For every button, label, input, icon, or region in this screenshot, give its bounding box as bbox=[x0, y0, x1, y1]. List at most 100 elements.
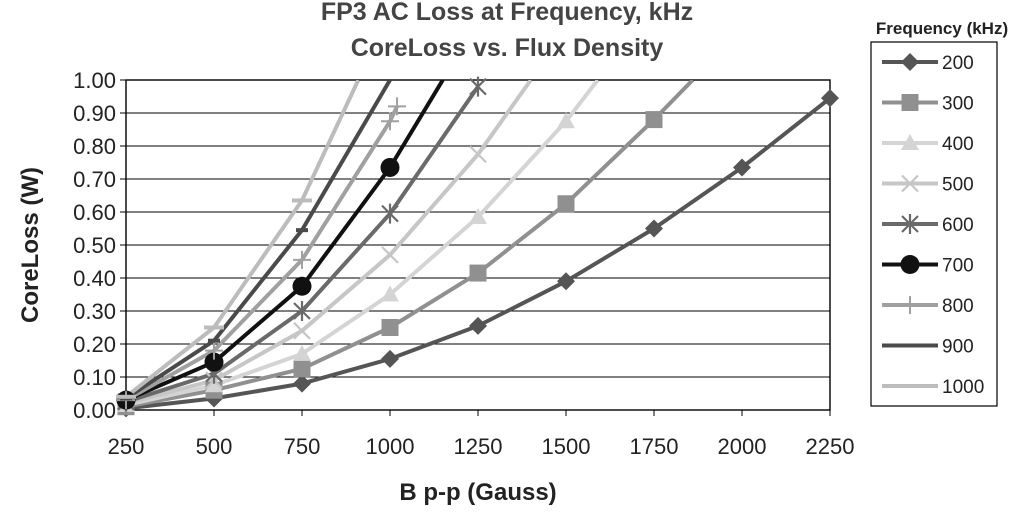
data-point-800 bbox=[293, 250, 311, 269]
x-tick-label: 250 bbox=[108, 434, 145, 459]
square-marker bbox=[293, 360, 311, 378]
circle-marker bbox=[380, 157, 400, 177]
triangle-marker bbox=[901, 134, 919, 150]
legend-item-1000: 1000 bbox=[882, 377, 984, 398]
data-point-600 bbox=[469, 76, 487, 97]
data-point-500 bbox=[469, 145, 487, 164]
triangle-marker bbox=[381, 285, 399, 302]
x-marker bbox=[469, 145, 487, 164]
data-point-1000 bbox=[116, 394, 136, 399]
diamond-marker bbox=[381, 349, 399, 368]
data-point-300 bbox=[645, 111, 663, 129]
data-point-400 bbox=[381, 285, 399, 302]
dash-marker bbox=[296, 228, 308, 233]
legend-item-800: 800 bbox=[882, 296, 974, 317]
legend-label: 300 bbox=[942, 94, 974, 115]
data-point-600 bbox=[293, 301, 311, 321]
data-point-300 bbox=[469, 264, 487, 282]
legend-swatch-marker bbox=[901, 214, 919, 234]
diamond-marker bbox=[901, 53, 919, 71]
x-marker bbox=[901, 174, 919, 193]
series-line-500 bbox=[126, 80, 533, 406]
legend-label: 600 bbox=[942, 215, 974, 236]
data-point-200 bbox=[469, 316, 487, 335]
legend-swatch-marker bbox=[904, 343, 916, 348]
plus-marker bbox=[205, 341, 223, 360]
x-tick-label: 1000 bbox=[366, 434, 415, 459]
x-tick-label: 500 bbox=[196, 434, 233, 459]
data-point-800 bbox=[381, 112, 399, 131]
y-tick-label: 0.10 bbox=[73, 365, 116, 390]
legend-label: 800 bbox=[942, 296, 974, 317]
plus-marker bbox=[381, 112, 399, 131]
x-axis-title: B p-p (Gauss) bbox=[399, 479, 556, 506]
chart-title: FP3 AC Loss at Frequency, kHz bbox=[321, 0, 693, 26]
star-marker bbox=[293, 301, 311, 321]
y-tick-label: 0.90 bbox=[73, 101, 116, 126]
legend-label: 700 bbox=[942, 256, 974, 277]
data-point-500 bbox=[381, 246, 399, 264]
data-point-400 bbox=[205, 376, 223, 393]
x-tick-label: 1250 bbox=[454, 434, 503, 459]
hline-marker bbox=[204, 325, 224, 330]
data-point-200 bbox=[293, 374, 311, 393]
y-tick-label: 1.00 bbox=[73, 68, 116, 93]
legend-title: Frequency (kHz) bbox=[876, 19, 1008, 38]
circle-marker bbox=[292, 276, 312, 296]
x-tick-label: 1500 bbox=[542, 434, 591, 459]
diamond-marker bbox=[293, 374, 311, 393]
legend-swatch-marker bbox=[901, 296, 919, 314]
square-marker bbox=[557, 195, 575, 213]
legend-label: 400 bbox=[942, 134, 974, 155]
legend-label: 500 bbox=[942, 175, 974, 196]
hline-marker bbox=[900, 384, 920, 388]
dash-marker bbox=[904, 343, 916, 348]
diamond-marker bbox=[821, 89, 839, 108]
hline-marker bbox=[116, 394, 136, 399]
x-tick-label: 2250 bbox=[806, 434, 855, 459]
data-point-300 bbox=[557, 195, 575, 213]
series-line-300 bbox=[126, 80, 695, 409]
y-tick-label: 0.30 bbox=[73, 299, 116, 324]
x-marker bbox=[293, 322, 311, 340]
legend-swatch-marker bbox=[901, 174, 919, 193]
x-tick-label: 2000 bbox=[718, 434, 767, 459]
data-point-900 bbox=[296, 228, 308, 233]
data-point-200 bbox=[821, 89, 839, 108]
x-marker bbox=[381, 246, 399, 264]
legend-label: 900 bbox=[942, 337, 974, 358]
data-point-900 bbox=[208, 338, 220, 343]
legend-item-700: 700 bbox=[882, 255, 974, 277]
data-point-200 bbox=[733, 158, 751, 177]
legend-label: 1000 bbox=[942, 377, 984, 398]
plus-marker bbox=[388, 97, 407, 116]
legend-swatch-marker bbox=[901, 53, 919, 71]
data-point-700 bbox=[380, 157, 400, 177]
square-marker bbox=[469, 264, 487, 282]
diamond-marker bbox=[733, 158, 751, 177]
series-lines bbox=[126, 80, 830, 410]
data-point-400 bbox=[293, 344, 311, 361]
data-point-600 bbox=[381, 203, 399, 224]
series-line-700 bbox=[126, 80, 445, 402]
legend: 200 300 400 500 600 700 800 900 1000 bbox=[882, 53, 984, 398]
triangle-marker bbox=[205, 376, 223, 393]
legend-swatch-marker bbox=[901, 134, 919, 150]
data-point-400 bbox=[557, 112, 575, 129]
legend-item-200: 200 bbox=[882, 53, 974, 74]
square-marker bbox=[381, 319, 399, 336]
data-point-1000 bbox=[292, 198, 312, 203]
data-point-200 bbox=[381, 349, 399, 368]
dash-marker bbox=[208, 338, 220, 343]
star-marker bbox=[381, 203, 399, 224]
triangle-marker bbox=[469, 207, 487, 224]
plus-marker bbox=[901, 296, 919, 314]
circle-marker bbox=[900, 255, 920, 274]
data-point-800 bbox=[205, 341, 223, 360]
data-point-700 bbox=[204, 352, 224, 372]
chart-subtitle: CoreLoss vs. Flux Density bbox=[351, 34, 664, 62]
diamond-marker bbox=[645, 219, 663, 238]
legend-swatch-marker bbox=[900, 384, 920, 388]
legend-item-300: 300 bbox=[882, 94, 974, 115]
